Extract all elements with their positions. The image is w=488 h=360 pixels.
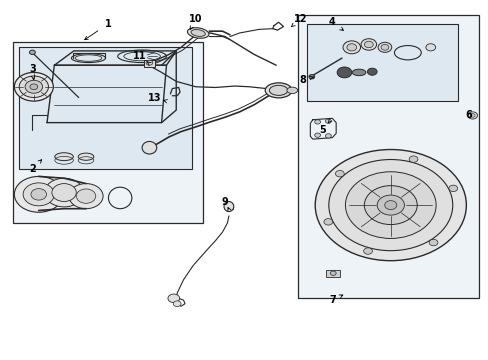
Ellipse shape: [286, 87, 297, 94]
Circle shape: [448, 185, 457, 192]
Bar: [13, 42, 203, 223]
Ellipse shape: [78, 153, 94, 160]
Ellipse shape: [191, 30, 205, 36]
Circle shape: [330, 271, 335, 275]
Bar: [143, 60, 155, 67]
Ellipse shape: [264, 83, 291, 98]
Ellipse shape: [351, 69, 365, 76]
Text: 2: 2: [29, 164, 36, 174]
Text: 1: 1: [104, 19, 111, 29]
Circle shape: [314, 133, 320, 137]
Bar: [19, 47, 192, 169]
Text: 11: 11: [133, 51, 146, 61]
Bar: [298, 15, 478, 298]
Circle shape: [323, 219, 332, 225]
Ellipse shape: [187, 28, 208, 38]
Circle shape: [346, 44, 356, 51]
Circle shape: [30, 84, 38, 90]
Ellipse shape: [142, 141, 157, 154]
Text: 4: 4: [328, 17, 335, 27]
Text: 5: 5: [319, 125, 325, 135]
Circle shape: [76, 189, 96, 203]
Circle shape: [336, 67, 351, 78]
Circle shape: [380, 44, 388, 50]
Circle shape: [308, 75, 314, 79]
Circle shape: [363, 248, 372, 254]
Text: 13: 13: [147, 93, 161, 103]
Circle shape: [146, 60, 153, 65]
Circle shape: [314, 120, 320, 124]
Text: 12: 12: [293, 14, 306, 24]
Circle shape: [167, 294, 179, 303]
Circle shape: [342, 41, 360, 54]
Circle shape: [408, 156, 417, 162]
Circle shape: [428, 239, 437, 246]
Circle shape: [425, 44, 435, 51]
Text: 8: 8: [299, 75, 306, 85]
Circle shape: [469, 114, 474, 117]
Circle shape: [335, 170, 344, 177]
Circle shape: [19, 76, 48, 98]
Circle shape: [467, 112, 477, 119]
Circle shape: [25, 80, 42, 93]
Circle shape: [52, 184, 76, 202]
Bar: [306, 24, 457, 101]
Circle shape: [377, 42, 391, 52]
Ellipse shape: [224, 202, 233, 212]
Circle shape: [173, 301, 181, 307]
Circle shape: [366, 68, 376, 75]
Bar: [224, 205, 232, 210]
Circle shape: [325, 119, 330, 123]
Text: 7: 7: [328, 295, 335, 305]
Circle shape: [325, 134, 330, 138]
Circle shape: [384, 201, 396, 210]
Circle shape: [29, 50, 35, 54]
Bar: [326, 270, 339, 277]
Circle shape: [44, 178, 83, 207]
Text: 9: 9: [221, 197, 228, 207]
Circle shape: [360, 39, 376, 50]
Circle shape: [345, 172, 435, 238]
Ellipse shape: [55, 153, 73, 161]
Text: 10: 10: [188, 14, 202, 24]
Circle shape: [69, 184, 103, 209]
Circle shape: [23, 183, 54, 206]
Text: 6: 6: [465, 111, 471, 121]
Circle shape: [315, 149, 466, 261]
Circle shape: [14, 176, 63, 212]
Circle shape: [364, 186, 416, 225]
Circle shape: [376, 195, 404, 215]
Circle shape: [328, 159, 452, 251]
Circle shape: [14, 72, 53, 101]
Circle shape: [364, 41, 372, 48]
Circle shape: [31, 189, 46, 200]
Text: 3: 3: [29, 64, 36, 74]
Ellipse shape: [269, 85, 287, 95]
